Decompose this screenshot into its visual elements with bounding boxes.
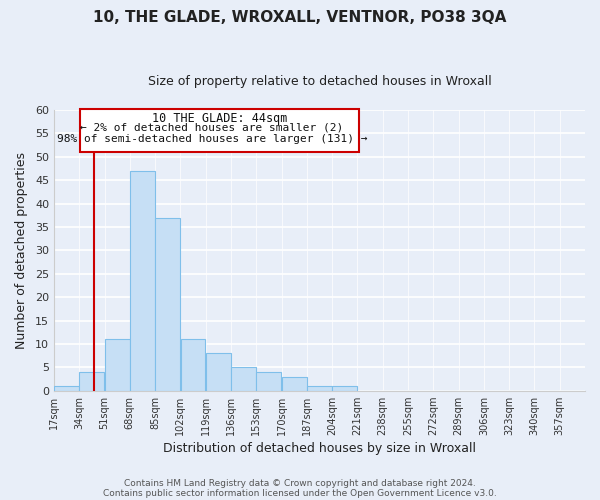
Text: ← 2% of detached houses are smaller (2): ← 2% of detached houses are smaller (2) xyxy=(80,122,344,132)
Text: 10 THE GLADE: 44sqm: 10 THE GLADE: 44sqm xyxy=(152,112,287,126)
Bar xyxy=(332,386,357,390)
FancyBboxPatch shape xyxy=(80,109,359,152)
Y-axis label: Number of detached properties: Number of detached properties xyxy=(15,152,28,349)
Bar xyxy=(130,171,155,390)
Title: Size of property relative to detached houses in Wroxall: Size of property relative to detached ho… xyxy=(148,75,491,88)
X-axis label: Distribution of detached houses by size in Wroxall: Distribution of detached houses by size … xyxy=(163,442,476,455)
Bar xyxy=(206,354,231,391)
Bar xyxy=(79,372,104,390)
Bar xyxy=(282,376,307,390)
Text: 10, THE GLADE, WROXALL, VENTNOR, PO38 3QA: 10, THE GLADE, WROXALL, VENTNOR, PO38 3Q… xyxy=(94,10,506,25)
Bar xyxy=(256,372,281,390)
Bar xyxy=(307,386,332,390)
Bar xyxy=(181,339,205,390)
Text: Contains public sector information licensed under the Open Government Licence v3: Contains public sector information licen… xyxy=(103,488,497,498)
Bar xyxy=(105,339,130,390)
Bar xyxy=(231,368,256,390)
Text: 98% of semi-detached houses are larger (131) →: 98% of semi-detached houses are larger (… xyxy=(57,134,367,144)
Bar xyxy=(155,218,180,390)
Bar xyxy=(54,386,79,390)
Text: Contains HM Land Registry data © Crown copyright and database right 2024.: Contains HM Land Registry data © Crown c… xyxy=(124,478,476,488)
